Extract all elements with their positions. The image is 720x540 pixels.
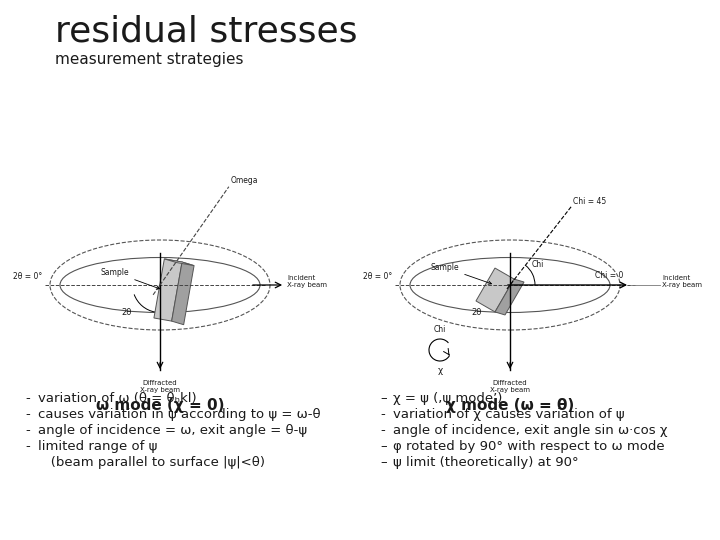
Text: Chi = 0: Chi = 0 xyxy=(595,271,624,280)
Text: –: – xyxy=(380,456,387,469)
Text: -: - xyxy=(25,440,30,453)
Polygon shape xyxy=(495,279,524,315)
Text: χ mode (ω = θ): χ mode (ω = θ) xyxy=(446,398,574,413)
Text: Sample: Sample xyxy=(101,268,160,289)
Text: χ = ψ (,ψ mode’): χ = ψ (,ψ mode’) xyxy=(393,392,503,405)
Text: -: - xyxy=(380,408,384,421)
Text: φ rotated by 90° with respect to ω mode: φ rotated by 90° with respect to ω mode xyxy=(393,440,665,453)
Text: Diffracted
X-ray beam: Diffracted X-ray beam xyxy=(490,380,530,393)
Text: 2θ: 2θ xyxy=(472,308,482,317)
Text: Chi: Chi xyxy=(532,260,544,269)
Text: Chi = 45: Chi = 45 xyxy=(572,197,606,206)
Text: angle of incidence = ω, exit angle = θ-ψ: angle of incidence = ω, exit angle = θ-ψ xyxy=(38,424,307,437)
Text: ψ limit (theoretically) at 90°: ψ limit (theoretically) at 90° xyxy=(393,456,579,469)
Polygon shape xyxy=(476,268,514,312)
Text: –: – xyxy=(380,392,387,405)
Text: variation of χ causes variation of ψ: variation of χ causes variation of ψ xyxy=(393,408,625,421)
Text: 2θ: 2θ xyxy=(122,308,132,317)
Text: Incident
X-ray beam: Incident X-ray beam xyxy=(287,275,327,288)
Text: Chi: Chi xyxy=(434,325,446,334)
Text: -: - xyxy=(25,424,30,437)
Text: variation of ω (θ = θₕkl): variation of ω (θ = θₕkl) xyxy=(38,392,197,405)
Polygon shape xyxy=(154,259,182,321)
Text: angle of incidence, exit angle sin ω·cos χ: angle of incidence, exit angle sin ω·cos… xyxy=(393,424,667,437)
Text: -: - xyxy=(380,424,384,437)
Text: Sample: Sample xyxy=(431,263,492,284)
Text: (beam parallel to surface |ψ|<θ): (beam parallel to surface |ψ|<θ) xyxy=(38,456,265,469)
Text: Omega: Omega xyxy=(231,176,258,185)
Polygon shape xyxy=(164,259,194,266)
Text: residual stresses: residual stresses xyxy=(55,15,358,49)
Text: limited range of ψ: limited range of ψ xyxy=(38,440,158,453)
Text: χ: χ xyxy=(437,366,443,375)
Text: -: - xyxy=(25,408,30,421)
Text: –: – xyxy=(380,440,387,453)
Text: 2θ = 0°: 2θ = 0° xyxy=(363,272,392,281)
Text: Diffracted
X-ray beam: Diffracted X-ray beam xyxy=(140,380,180,393)
Text: 2θ = 0°: 2θ = 0° xyxy=(13,272,42,281)
Text: measurement strategies: measurement strategies xyxy=(55,52,243,67)
Polygon shape xyxy=(171,262,194,325)
Text: Incident
X-ray beam: Incident X-ray beam xyxy=(662,275,702,288)
Text: ω mode (χ = 0): ω mode (χ = 0) xyxy=(96,398,224,413)
Text: causes variation in ψ according to ψ = ω-θ: causes variation in ψ according to ψ = ω… xyxy=(38,408,320,421)
Text: -: - xyxy=(25,392,30,405)
